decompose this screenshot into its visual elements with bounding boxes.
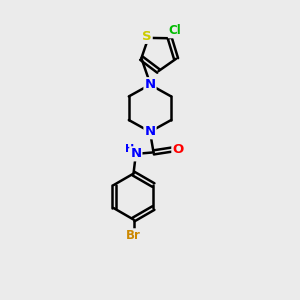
Text: O: O: [172, 143, 184, 156]
Text: Br: Br: [126, 229, 141, 242]
Text: H: H: [125, 144, 134, 154]
Text: N: N: [130, 147, 141, 161]
Text: N: N: [144, 78, 156, 91]
Text: S: S: [142, 30, 152, 43]
Text: Cl: Cl: [169, 24, 182, 38]
Text: N: N: [144, 125, 156, 138]
